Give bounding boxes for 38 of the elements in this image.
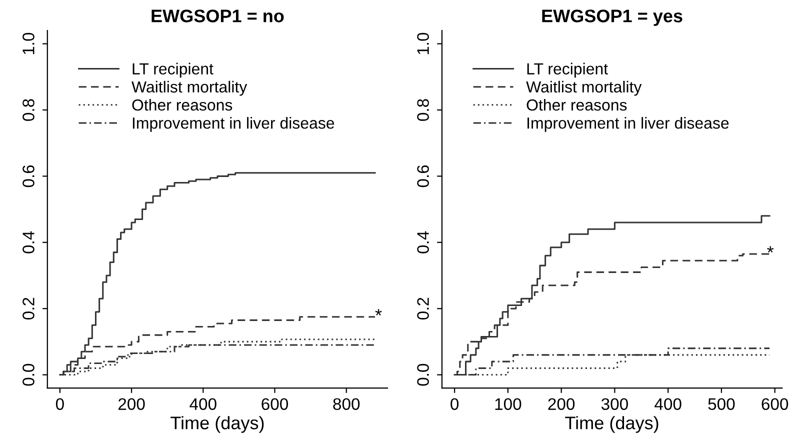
y-tick-label: 0.2 — [417, 298, 429, 320]
legend-label: LT recipient — [132, 62, 214, 78]
y-tick-label: 0.4 — [417, 231, 429, 254]
x-tick-label: 0 — [450, 398, 459, 410]
y-tick-label: 0.0 — [22, 364, 34, 386]
x-tick-label: 200 — [118, 398, 145, 410]
y-tick-label: 1.0 — [22, 32, 34, 54]
x-axis-title: Time (days) — [565, 416, 658, 433]
legend-label: Waitlist mortality — [526, 80, 642, 96]
y-tick-label: 0.8 — [417, 99, 429, 121]
annotation: * — [375, 309, 382, 316]
x-tick-label: 400 — [190, 398, 216, 410]
x-tick-label: 0 — [56, 398, 64, 410]
annotation: * — [767, 246, 774, 253]
legend-label: Waitlist mortality — [132, 80, 248, 96]
x-tick-label: 500 — [708, 398, 735, 410]
x-tick-label: 600 — [762, 398, 788, 410]
x-tick-label: 800 — [333, 398, 360, 410]
x-tick-label: 200 — [548, 398, 575, 410]
x-tick-label: 300 — [601, 398, 628, 410]
x-tick-label: 400 — [654, 398, 682, 410]
y-tick-label: 1.0 — [417, 32, 429, 54]
y-tick-label: 0.2 — [22, 298, 34, 320]
legend-label: Improvement in liver disease — [132, 117, 334, 132]
chart-title: EWGSOP1 = no — [152, 10, 284, 22]
y-tick-label: 0.6 — [22, 165, 34, 188]
legend-label: Improvement in liver disease — [528, 117, 729, 132]
legend-label: Other reasons — [132, 98, 232, 111]
y-tick-label: 0.4 — [22, 231, 34, 254]
y-tick-label: 0.8 — [22, 99, 34, 121]
legend-label: Other reasons — [526, 98, 627, 111]
y-tick-label: 0.6 — [417, 165, 429, 188]
y-tick-label: 0.0 — [417, 364, 429, 386]
chart-title: EWGSOP1 = yes — [542, 10, 682, 26]
x-axis-title: Time (days) — [170, 416, 264, 433]
legend-label: LT recipient — [527, 62, 608, 78]
x-tick-label: 600 — [262, 398, 288, 410]
x-tick-label: 100 — [495, 398, 522, 410]
